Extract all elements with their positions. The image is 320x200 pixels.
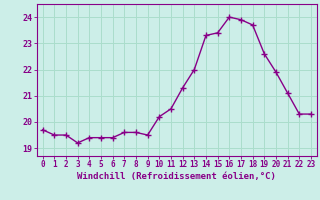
X-axis label: Windchill (Refroidissement éolien,°C): Windchill (Refroidissement éolien,°C) xyxy=(77,172,276,181)
